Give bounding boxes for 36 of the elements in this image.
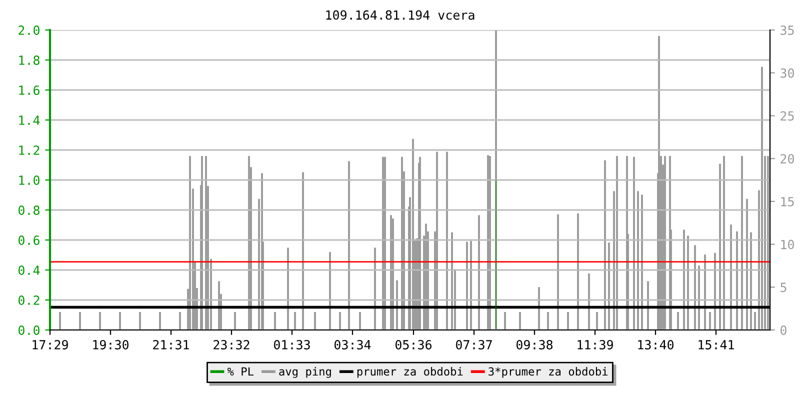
x-tick-label: 15:41 (698, 340, 734, 350)
x-tick-label: 21:31 (153, 340, 189, 350)
legend-label: % PL (227, 367, 254, 376)
y-tick-label: 0.4 (18, 266, 40, 275)
legend-label: avg ping (279, 367, 331, 378)
y-tick-label: 1.8 (19, 56, 40, 65)
y2-tick-label: 30 (780, 68, 794, 78)
y2-tick-label: 15 (781, 197, 794, 206)
x-tick-label: 09:38 (516, 340, 553, 350)
y-tick-label: 0.0 (18, 326, 40, 335)
y-tick-label: 1.0 (19, 176, 40, 185)
x-tick-label: 01:33 (274, 340, 310, 350)
legend-label: 3*prumer za obdobi (488, 367, 608, 378)
y2-tick-label: 10 (781, 240, 794, 250)
y2-tick-label: 0 (780, 326, 786, 335)
x-tick-label: 07:37 (456, 340, 492, 350)
legend-label: prumer za obdobi (357, 367, 463, 378)
x-tick-label: 03:34 (334, 340, 371, 350)
y2-tick-label: 35 (780, 26, 794, 35)
x-tick-label: 19:30 (93, 340, 129, 350)
y-tick-label: 1.4 (19, 116, 40, 125)
y-tick-label: 2.0 (18, 26, 40, 35)
y-tick-label: 0.6 (18, 236, 40, 245)
y-tick-label: 1.6 (19, 86, 40, 95)
y-tick-label: 0.2 (18, 296, 40, 305)
chart-title: 109.164.81.194 vcera (326, 10, 474, 20)
x-tick-label: 17:29 (32, 340, 68, 350)
x-tick-label: 05:36 (396, 340, 432, 350)
x-tick-label: 23:32 (214, 340, 250, 350)
x-tick-label: 13:40 (638, 340, 674, 350)
y2-tick-label: 5 (780, 282, 786, 292)
y2-tick-label: 25 (780, 111, 794, 121)
y-tick-label: 0.8 (18, 206, 40, 215)
y2-tick-label: 20 (780, 154, 794, 164)
y-tick-label: 1.2 (19, 146, 40, 155)
x-tick-label: 11:39 (578, 340, 613, 350)
